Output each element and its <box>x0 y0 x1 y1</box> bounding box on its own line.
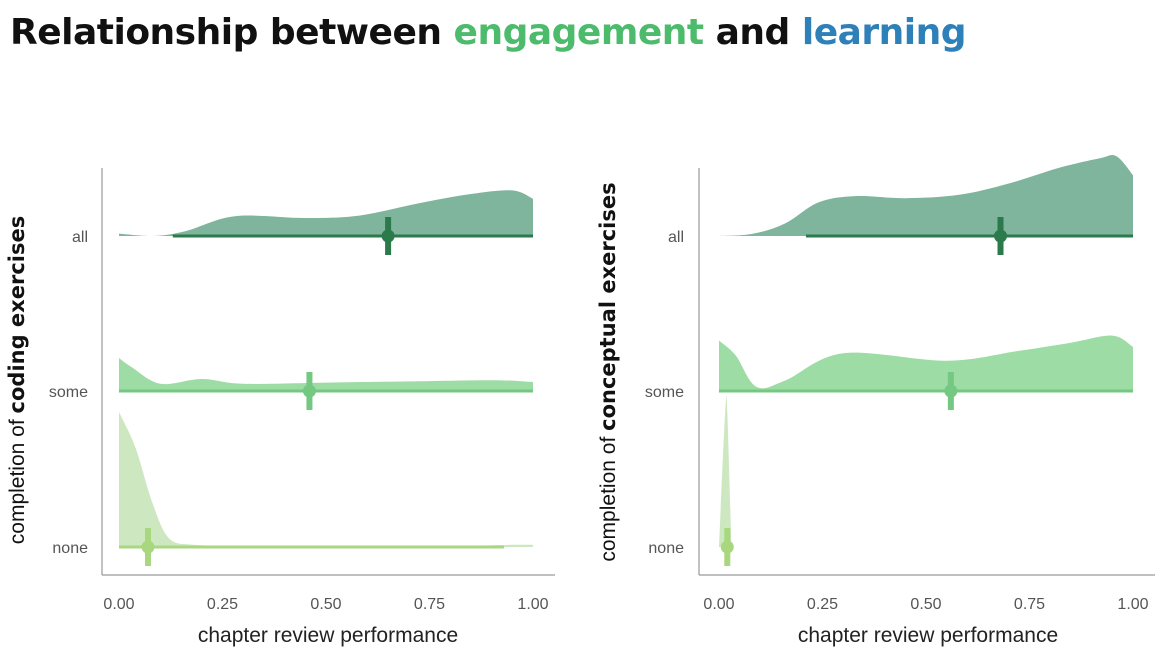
y-axis-title-bold: conceptual exercises <box>596 182 620 431</box>
point-estimate-none <box>720 540 734 554</box>
x-tick-label: 0.50 <box>910 596 941 613</box>
x-axis-title: chapter review performance <box>198 624 458 647</box>
point-estimate-some <box>944 384 958 398</box>
point-estimate-all <box>381 229 395 243</box>
title-word-learning: learning <box>801 12 967 53</box>
group-none: none <box>648 395 734 566</box>
x-tick-label: 0.00 <box>103 596 134 613</box>
y-tick-label: some <box>645 384 684 401</box>
y-axis-title: completion of coding exercises <box>5 216 29 544</box>
y-axis-title-bold: coding exercises <box>5 216 29 414</box>
x-tick-label: 0.25 <box>807 596 838 613</box>
x-tick-label: 1.00 <box>517 596 548 613</box>
density-none <box>119 412 533 547</box>
y-tick-label: none <box>648 540 684 557</box>
y-axis-title: completion of conceptual exercises <box>596 182 620 561</box>
density-none <box>719 395 732 547</box>
group-all: all <box>72 190 533 255</box>
x-axis-title: chapter review performance <box>798 624 1058 647</box>
density-all <box>119 190 533 236</box>
y-tick-label: some <box>49 384 88 401</box>
point-estimate-some <box>302 384 316 398</box>
x-tick-label: 1.00 <box>1117 596 1148 613</box>
group-some: some <box>49 358 533 410</box>
density-all <box>719 155 1133 236</box>
x-tick-label: 0.50 <box>310 596 341 613</box>
x-tick-label: 0.75 <box>1014 596 1045 613</box>
y-tick-label: none <box>52 540 88 557</box>
title-prefix: Relationship between <box>10 12 454 53</box>
title-word-engagement: engagement <box>453 12 705 53</box>
x-tick-label: 0.00 <box>703 596 734 613</box>
group-all: all <box>668 155 1133 255</box>
panel-coding-exercises: 0.00 0.25 0.50 0.75 1.00 chapter review perfo… <box>5 168 555 647</box>
x-tick-label: 0.25 <box>207 596 238 613</box>
title-middle: and <box>703 12 802 53</box>
chart-title: Relationship between engagement and lear… <box>10 12 967 53</box>
point-estimate-all <box>994 229 1008 243</box>
y-tick-label: all <box>72 229 88 246</box>
x-tick-label: 0.75 <box>414 596 445 613</box>
point-estimate-none <box>141 540 155 554</box>
group-none: none <box>52 412 533 566</box>
group-some: some <box>645 335 1133 410</box>
y-axis-title-prefix: completion of <box>597 431 620 562</box>
panel-conceptual-exercises: 0.00 0.25 0.50 0.75 1.00 chapter review perfo… <box>596 155 1155 647</box>
y-tick-label: all <box>668 229 684 246</box>
density-some <box>719 335 1133 391</box>
y-axis-title-prefix: completion of <box>6 413 29 544</box>
density-some <box>119 358 533 391</box>
